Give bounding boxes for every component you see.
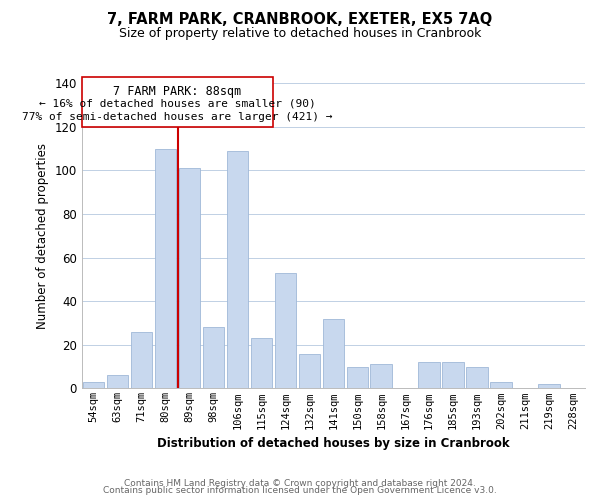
Bar: [538, 384, 560, 388]
Text: Contains public sector information licensed under the Open Government Licence v3: Contains public sector information licen…: [103, 486, 497, 495]
Bar: [155, 148, 176, 388]
Bar: [347, 366, 368, 388]
FancyBboxPatch shape: [82, 76, 274, 127]
Bar: [490, 382, 512, 388]
Bar: [299, 354, 320, 388]
Text: Size of property relative to detached houses in Cranbrook: Size of property relative to detached ho…: [119, 28, 481, 40]
Bar: [83, 382, 104, 388]
Text: ← 16% of detached houses are smaller (90): ← 16% of detached houses are smaller (90…: [39, 98, 316, 108]
Text: 77% of semi-detached houses are larger (421) →: 77% of semi-detached houses are larger (…: [22, 112, 333, 122]
Text: Contains HM Land Registry data © Crown copyright and database right 2024.: Contains HM Land Registry data © Crown c…: [124, 478, 476, 488]
Text: 7 FARM PARK: 88sqm: 7 FARM PARK: 88sqm: [113, 86, 242, 98]
Bar: [107, 376, 128, 388]
Bar: [466, 366, 488, 388]
Bar: [323, 318, 344, 388]
Bar: [251, 338, 272, 388]
Bar: [418, 362, 440, 388]
Bar: [227, 151, 248, 388]
X-axis label: Distribution of detached houses by size in Cranbrook: Distribution of detached houses by size …: [157, 437, 509, 450]
Bar: [131, 332, 152, 388]
Bar: [442, 362, 464, 388]
Bar: [275, 273, 296, 388]
Bar: [370, 364, 392, 388]
Text: 7, FARM PARK, CRANBROOK, EXETER, EX5 7AQ: 7, FARM PARK, CRANBROOK, EXETER, EX5 7AQ: [107, 12, 493, 28]
Bar: [203, 328, 224, 388]
Y-axis label: Number of detached properties: Number of detached properties: [36, 143, 49, 329]
Bar: [179, 168, 200, 388]
